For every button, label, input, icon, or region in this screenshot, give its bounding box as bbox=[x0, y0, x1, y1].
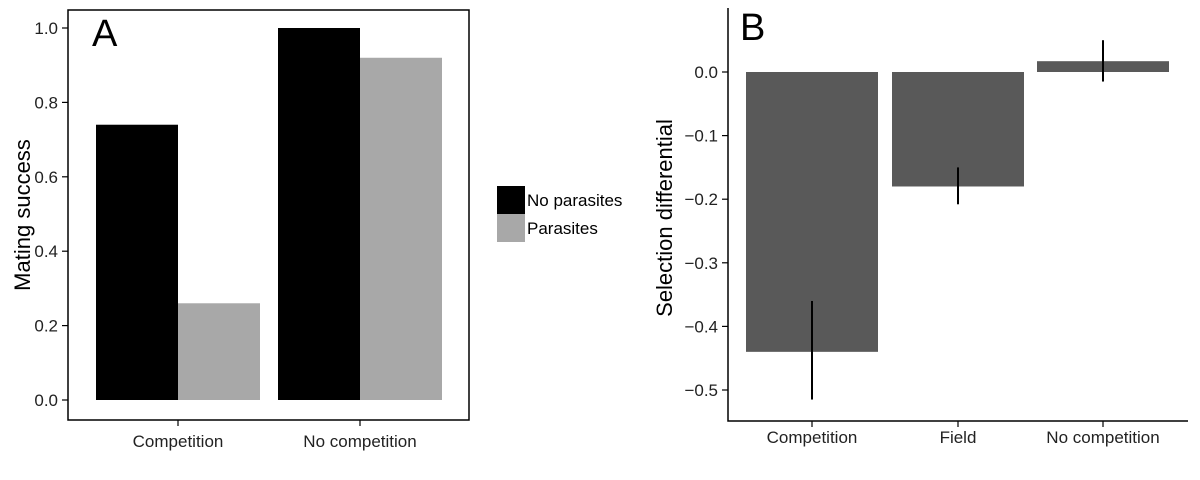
x-tick-label-field: Field bbox=[940, 428, 977, 447]
y-tick-label: 0.0 bbox=[34, 391, 58, 410]
panel-b-error-bars bbox=[811, 40, 1104, 400]
panel-a-y-axis-title: Mating success bbox=[10, 139, 35, 291]
y-tick-label: 0.6 bbox=[34, 168, 58, 187]
panel-a-label: A bbox=[92, 13, 118, 55]
panel-b-label: B bbox=[740, 7, 765, 49]
panel-a-frame bbox=[67, 9, 470, 421]
panel-b-y-ticks: 0.0 −0.1 −0.2 −0.3 −0.4 −0.5 bbox=[684, 63, 728, 400]
panel-a-bars bbox=[96, 28, 442, 400]
y-tick-label: 0.4 bbox=[34, 242, 58, 261]
x-tick-label-no-competition: No competition bbox=[1046, 428, 1159, 447]
legend: No parasites Parasites bbox=[497, 186, 622, 242]
bar-parasites-no-competition bbox=[360, 57, 442, 400]
panel-b: B 0.0 −0.1 −0.2 −0.3 −0.4 −0.5 Competition Fie… bbox=[652, 7, 1188, 447]
bar-no-parasites-no-competition bbox=[278, 28, 360, 400]
x-tick-label-competition: Competition bbox=[133, 432, 224, 451]
panel-a: A 0.0 0.2 0.4 0.6 0.8 1.0 Competition No compe… bbox=[10, 9, 470, 451]
x-tick-label-competition: Competition bbox=[767, 428, 858, 447]
y-tick-label: −0.3 bbox=[684, 254, 718, 273]
panel-b-x-ticks: Competition Field No competition bbox=[767, 421, 1160, 447]
y-tick-label: −0.1 bbox=[684, 127, 718, 146]
x-tick-label-no-competition: No competition bbox=[303, 432, 416, 451]
panel-a-x-ticks: Competition No competition bbox=[133, 420, 417, 451]
panel-b-bars bbox=[746, 61, 1169, 352]
panel-b-y-axis-title: Selection differential bbox=[652, 119, 677, 317]
legend-swatch-parasites bbox=[497, 214, 525, 242]
y-tick-label: −0.4 bbox=[684, 317, 718, 336]
legend-swatch-no-parasites bbox=[497, 186, 525, 214]
panel-a-y-ticks: 0.0 0.2 0.4 0.6 0.8 1.0 bbox=[34, 19, 68, 410]
y-tick-label: 0.2 bbox=[34, 317, 58, 336]
legend-label-parasites: Parasites bbox=[527, 219, 598, 238]
y-tick-label: 1.0 bbox=[34, 19, 58, 38]
y-tick-label: −0.5 bbox=[684, 381, 718, 400]
y-tick-label: −0.2 bbox=[684, 190, 718, 209]
y-tick-label: 0.8 bbox=[34, 93, 58, 112]
bar-parasites-competition bbox=[178, 303, 260, 400]
panel-b-axes bbox=[727, 8, 1188, 422]
legend-label-no-parasites: No parasites bbox=[527, 191, 622, 210]
y-tick-label: 0.0 bbox=[694, 63, 718, 82]
bar-no-parasites-competition bbox=[96, 124, 178, 400]
